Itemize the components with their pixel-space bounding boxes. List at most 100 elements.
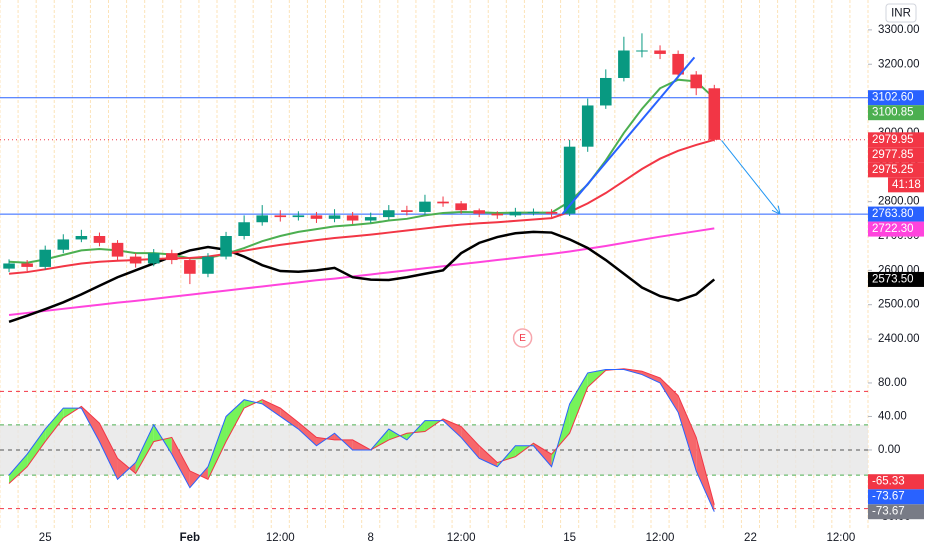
event-label: E [519,333,526,344]
price-label: 2763.80 [872,208,914,220]
currency[interactable]: INR [891,8,911,20]
oscillator-label-box [868,474,924,490]
oscillator-fill [135,424,154,474]
x-tick-label: 15 [563,532,576,544]
oscillator-fill [99,423,118,480]
event-marker [512,328,533,348]
candle-body [238,222,250,236]
countdown-box [888,177,924,193]
drawing [561,56,696,215]
candle-body [383,210,395,218]
oscillator-fill [117,458,136,480]
candle-body [618,50,630,78]
candle-body [310,215,323,219]
candle-body [708,88,721,140]
indicator-line [8,138,715,275]
oscillator-fill [280,408,299,430]
candle-body [166,253,178,261]
candle-body [690,74,702,89]
candle-body [455,203,467,211]
oscillator-fill [9,454,28,484]
price-label: 2979.95 [872,134,914,146]
price-label: 2975.25 [872,164,914,176]
candle-body [328,215,341,219]
candle-body [220,235,232,257]
candle-body [581,105,594,147]
price-label: 2722.30 [872,223,914,235]
candle-body [3,263,15,269]
oscillator-label-box [868,504,924,520]
x-tick-label: 25 [39,532,52,544]
candle-body [473,210,485,214]
oscillator-label-box [868,489,924,505]
candle-body [419,201,431,212]
oscillator-fill [678,395,697,471]
price-label-box [868,147,924,163]
candle-body [401,210,413,212]
price-label: 2573.50 [872,273,914,285]
oscillator-fill [262,399,281,417]
candle-body [672,53,684,75]
oscillator-fill [569,372,588,434]
y-tick-label: 0.00 [878,444,900,456]
candle-body [491,213,504,216]
oscillator-line [8,369,715,512]
candle-body [93,235,106,243]
oscillator-label: -73.67 [872,506,905,518]
price-label: 2977.85 [872,149,914,161]
indicator-line [8,230,716,324]
oscillator-fill [226,399,245,442]
oscillator-label: -65.33 [872,476,905,488]
candle-body [437,201,449,204]
price-label-box [868,271,924,287]
candle-body [636,50,648,52]
oscillator-fill [479,445,498,467]
price-label: 3102.60 [872,92,914,104]
oscillator-fill [641,371,661,383]
candle-body [563,146,576,214]
candle-body [39,249,51,267]
price-label-box [868,105,924,121]
candle-body [346,215,359,221]
x-tick-label: 22 [744,532,757,544]
candle-body [129,256,142,264]
y-tick-label: 3200.00 [878,58,920,70]
y-tick-label: 2400.00 [878,333,920,345]
x-tick-label: 8 [368,532,374,544]
candle-body [292,215,305,218]
y-tick-label: 3300.00 [878,24,920,36]
candle-body [274,215,287,218]
oscillator-fill [298,422,317,446]
oscillator-fill [45,408,64,442]
candle-body [202,256,214,274]
currency-box[interactable] [885,3,917,23]
price-label-box [868,90,924,106]
candle-body [57,239,70,250]
candle-body [654,50,666,54]
y-tick-label: 2500.00 [878,299,920,311]
candle-body [111,242,124,257]
candle-body [75,235,88,240]
x-tick-label: Feb [180,532,200,544]
y-tick-label: 2800.00 [878,196,920,208]
oscillator-fill [660,377,679,413]
indicator-line [8,227,715,316]
x-tick-label: 12:00 [447,532,476,544]
x-tick-label: 12:00 [266,532,295,544]
candle-body [509,211,522,216]
oscillator-fill [207,416,227,480]
price-label-box [868,132,924,148]
x-tick-label: 12:00 [646,532,675,544]
y-tick-label: 80.00 [878,377,907,389]
y-tick-label: 40.00 [878,410,907,422]
candle-body [527,211,540,213]
candle-body [184,260,196,274]
candle-body [21,263,33,267]
candle-body [364,217,377,221]
candle-body [545,211,558,214]
x-tick-label: 12:00 [826,532,855,544]
price-label-box [868,221,924,237]
oscillator-fill [461,426,480,459]
price-label: 3100.85 [872,107,914,119]
candle-body [256,215,268,223]
